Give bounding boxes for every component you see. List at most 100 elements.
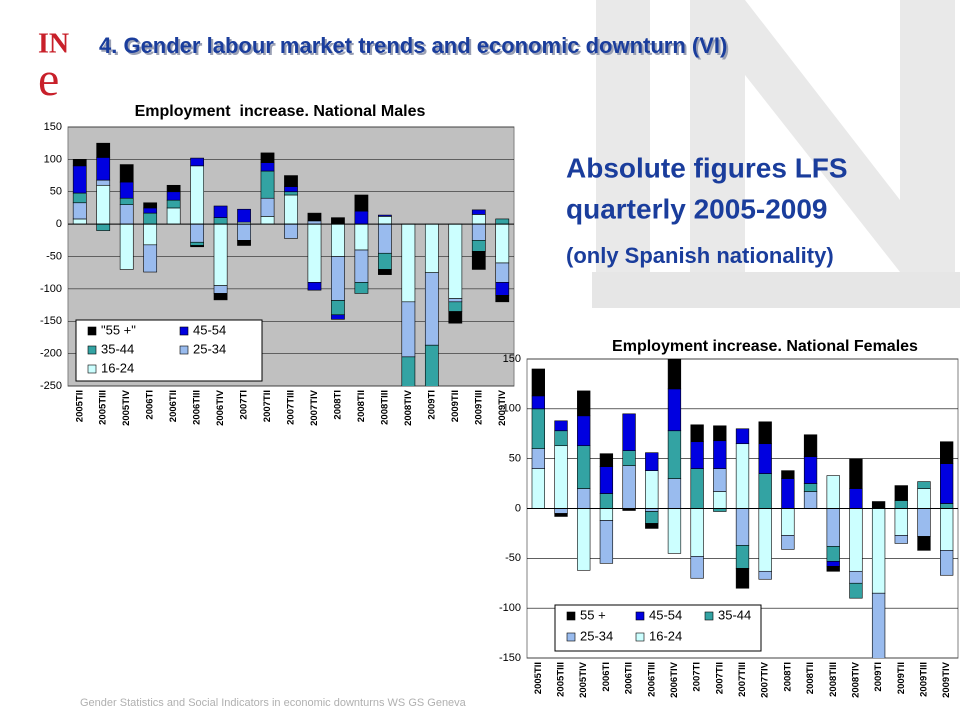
bar-segment bbox=[213, 205, 228, 218]
y-tick-label: -200 bbox=[40, 348, 62, 360]
bar-segment bbox=[401, 356, 416, 386]
bar-segment bbox=[735, 567, 750, 589]
headline: quarterly 2005-2009 bbox=[566, 193, 828, 224]
bar-segment bbox=[190, 241, 204, 246]
bar-segment bbox=[781, 508, 795, 536]
bar-segment bbox=[72, 202, 87, 220]
legend-label: 35-44 bbox=[101, 341, 134, 356]
bar-segment bbox=[894, 508, 908, 536]
legend-swatch bbox=[179, 326, 189, 336]
logo-top: IN bbox=[38, 28, 69, 59]
bar-segment bbox=[645, 470, 659, 509]
bar-segment bbox=[166, 207, 181, 225]
bar-segment bbox=[577, 488, 591, 509]
bar-segment bbox=[781, 470, 795, 479]
chart-title: Employment increase. National Females bbox=[612, 338, 918, 355]
bar-segment bbox=[331, 300, 345, 316]
bar-segment bbox=[803, 483, 818, 492]
footer: Gender Statistics and Social Indicators … bbox=[80, 697, 467, 709]
watermark bbox=[596, 0, 955, 272]
bar-segment bbox=[826, 508, 840, 547]
y-tick-label: 0 bbox=[56, 218, 62, 230]
y-tick-label: -150 bbox=[499, 652, 521, 664]
bar-segment bbox=[331, 256, 345, 301]
bar-segment bbox=[645, 511, 659, 524]
legend-swatch bbox=[635, 632, 645, 642]
bar-segment bbox=[119, 204, 134, 225]
bar-segment bbox=[871, 592, 886, 658]
bar-segment bbox=[781, 478, 795, 509]
bar-segment bbox=[622, 465, 636, 509]
bar-segment bbox=[713, 468, 727, 492]
bar-segment bbox=[849, 570, 863, 584]
y-tick-label: 150 bbox=[44, 121, 62, 133]
bar-segment bbox=[531, 468, 545, 509]
bar-segment bbox=[143, 212, 158, 225]
bar-segment bbox=[260, 152, 275, 163]
bar-segment bbox=[166, 184, 181, 193]
y-tick-label: -250 bbox=[40, 380, 62, 392]
bar-segment bbox=[424, 344, 439, 386]
bar-segment bbox=[260, 170, 275, 199]
x-tick-label: 2005TII bbox=[533, 662, 544, 694]
y-tick-label: 50 bbox=[50, 186, 62, 198]
bar-segment bbox=[667, 478, 682, 509]
legend-label: 35-44 bbox=[718, 607, 751, 622]
x-tick-label: 2009TIV bbox=[941, 661, 952, 698]
bar-segment bbox=[495, 282, 510, 296]
headline: Absolute figures LFS bbox=[566, 152, 848, 183]
bar-segment bbox=[554, 430, 568, 447]
bar-segment bbox=[645, 523, 659, 529]
x-tick-label: 2007TII bbox=[262, 390, 273, 422]
bar-segment bbox=[72, 192, 87, 204]
bar-segment bbox=[378, 216, 392, 225]
bar-segment bbox=[260, 162, 275, 172]
x-tick-label: 2006TII bbox=[168, 390, 179, 422]
bar-segment bbox=[735, 545, 750, 569]
legend-label: 45-54 bbox=[193, 322, 226, 337]
x-tick-label: 2006TIII bbox=[646, 662, 657, 697]
bar-segment bbox=[284, 194, 298, 225]
bar-segment bbox=[758, 421, 772, 445]
bar-segment bbox=[690, 508, 704, 557]
slide-title: 4. Gender labour market trends and econo… bbox=[99, 33, 727, 58]
bar-segment bbox=[401, 301, 416, 358]
legend-label: 55 + bbox=[580, 607, 606, 622]
bar-segment bbox=[143, 223, 158, 246]
x-tick-label: 2008TIII bbox=[828, 662, 839, 697]
bar-segment bbox=[166, 191, 181, 201]
bar-segment bbox=[96, 157, 111, 181]
bar-segment bbox=[284, 186, 298, 193]
x-tick-label: 2005TII bbox=[74, 390, 85, 422]
bar-segment bbox=[72, 159, 87, 167]
bar-segment bbox=[260, 216, 275, 225]
bar-segment bbox=[119, 164, 134, 183]
legend-label: 16-24 bbox=[649, 628, 682, 643]
y-tick-label: 100 bbox=[503, 403, 521, 415]
bar-segment bbox=[690, 441, 704, 469]
bar-segment bbox=[940, 503, 954, 509]
note: (only Spanish nationality) bbox=[566, 243, 834, 268]
legend-swatch bbox=[704, 611, 714, 621]
legend-swatch bbox=[635, 611, 645, 621]
bar-segment bbox=[577, 508, 591, 571]
bar-segment bbox=[849, 488, 863, 509]
x-tick-label: 2007TIII bbox=[286, 390, 297, 425]
bar-segment bbox=[72, 165, 87, 194]
x-tick-label: 2007TII bbox=[714, 662, 725, 694]
bar-segment bbox=[237, 240, 251, 246]
bar-segment bbox=[448, 301, 463, 312]
bar-segment bbox=[940, 463, 954, 504]
bar-segment bbox=[354, 223, 369, 251]
bar-segment bbox=[96, 142, 111, 158]
bar-segment bbox=[448, 298, 463, 303]
chart-title: Employment increase. National Males bbox=[135, 103, 426, 120]
legend-swatch bbox=[87, 364, 97, 374]
bars bbox=[531, 359, 954, 658]
bar-segment bbox=[143, 244, 158, 273]
bar-segment bbox=[599, 453, 614, 467]
bar-segment bbox=[554, 420, 568, 432]
bar-segment bbox=[448, 311, 463, 324]
x-tick-label: 2007TIV bbox=[309, 389, 320, 426]
